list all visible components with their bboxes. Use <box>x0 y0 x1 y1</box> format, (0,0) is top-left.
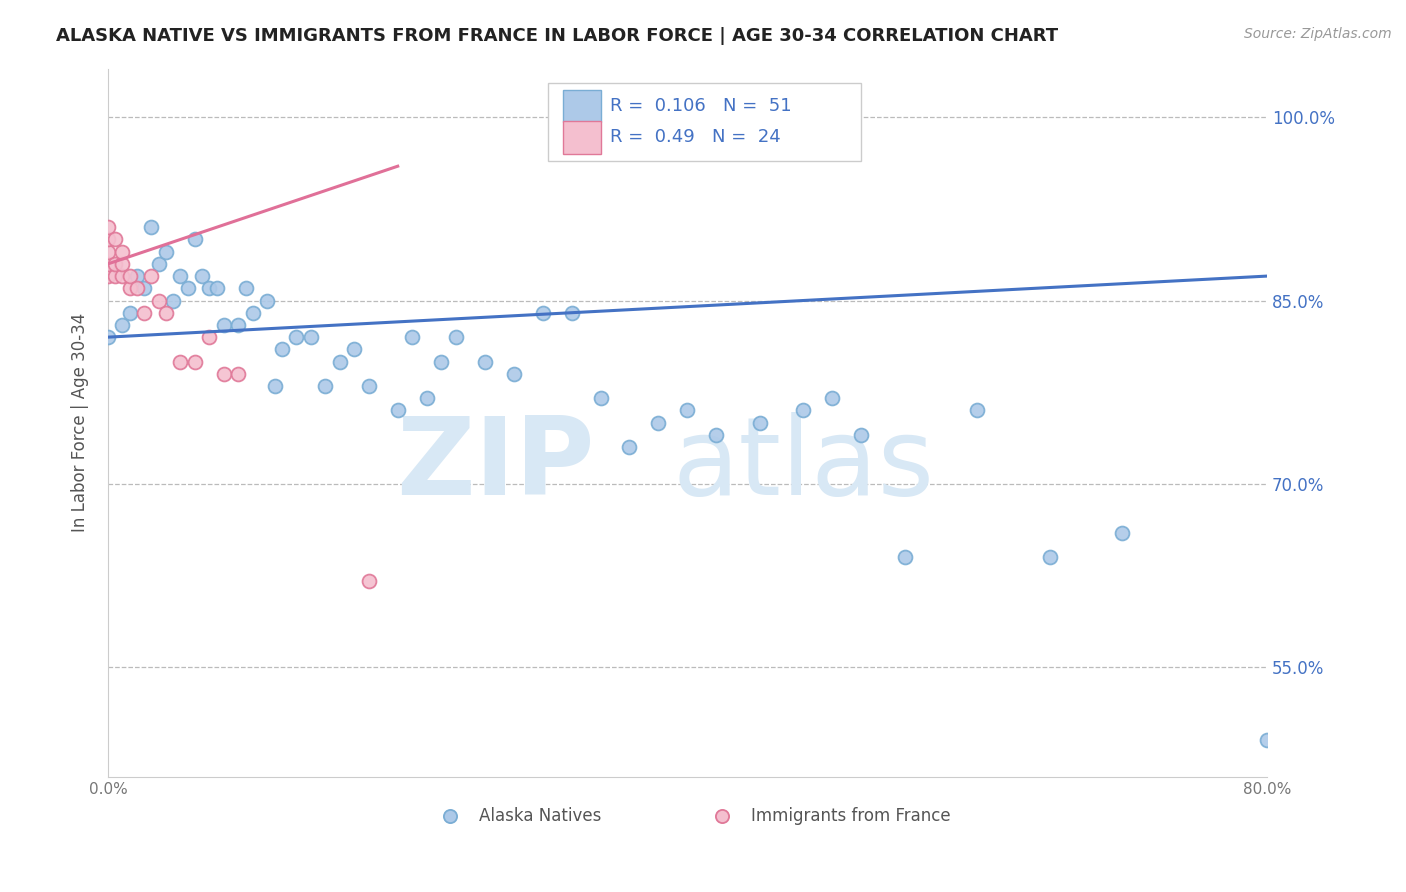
Point <box>155 244 177 259</box>
Point <box>104 269 127 284</box>
Point <box>263 379 285 393</box>
Point <box>401 330 423 344</box>
Point <box>191 269 214 284</box>
Point <box>1039 549 1062 564</box>
Point <box>97 257 120 271</box>
Point <box>706 427 728 442</box>
Point <box>205 281 228 295</box>
Text: atlas: atlas <box>672 412 935 518</box>
Point <box>444 330 467 344</box>
Point <box>235 281 257 295</box>
Point <box>619 440 641 454</box>
Point <box>118 306 141 320</box>
Point <box>1111 525 1133 540</box>
Point <box>169 269 191 284</box>
Text: R =  0.106   N =  51: R = 0.106 N = 51 <box>610 97 792 115</box>
Point <box>97 244 120 259</box>
Point <box>676 403 699 417</box>
Point <box>118 269 141 284</box>
Point <box>561 306 583 320</box>
Point <box>176 281 198 295</box>
Point <box>299 330 322 344</box>
Point <box>198 330 221 344</box>
Point <box>228 367 250 381</box>
Point <box>893 549 915 564</box>
FancyBboxPatch shape <box>548 83 862 161</box>
Point <box>97 232 120 246</box>
Point <box>474 354 496 368</box>
Point <box>314 379 336 393</box>
Point <box>155 306 177 320</box>
Text: R =  0.49   N =  24: R = 0.49 N = 24 <box>610 128 780 146</box>
Text: ZIP: ZIP <box>396 412 595 518</box>
Text: Alaska Natives: Alaska Natives <box>479 806 602 824</box>
Point <box>256 293 278 308</box>
Point <box>357 574 380 589</box>
Point <box>97 269 120 284</box>
Point <box>966 403 988 417</box>
Point <box>212 367 235 381</box>
FancyBboxPatch shape <box>564 90 600 122</box>
Point <box>141 220 163 235</box>
Point <box>134 306 156 320</box>
Point <box>184 232 207 246</box>
Text: Source: ZipAtlas.com: Source: ZipAtlas.com <box>1244 27 1392 41</box>
Point <box>104 232 127 246</box>
Point <box>125 269 148 284</box>
Point <box>169 354 191 368</box>
Text: ALASKA NATIVE VS IMMIGRANTS FROM FRANCE IN LABOR FORCE | AGE 30-34 CORRELATION C: ALASKA NATIVE VS IMMIGRANTS FROM FRANCE … <box>56 27 1059 45</box>
Point <box>531 306 554 320</box>
Point <box>1256 733 1278 747</box>
Point <box>198 281 221 295</box>
Point <box>125 281 148 295</box>
Point <box>589 391 612 405</box>
Point <box>111 244 134 259</box>
Point <box>141 269 163 284</box>
Point <box>97 220 120 235</box>
Point <box>647 416 669 430</box>
Point <box>212 318 235 332</box>
Point <box>502 367 524 381</box>
Point <box>270 343 292 357</box>
Point <box>111 269 134 284</box>
Point <box>430 354 453 368</box>
Point <box>357 379 380 393</box>
Point <box>162 293 184 308</box>
Point <box>148 293 170 308</box>
Point <box>148 257 170 271</box>
Point <box>184 354 207 368</box>
Point <box>242 306 264 320</box>
Point <box>118 281 141 295</box>
Point <box>343 343 366 357</box>
Y-axis label: In Labor Force | Age 30-34: In Labor Force | Age 30-34 <box>72 313 89 533</box>
Point <box>228 318 250 332</box>
Point <box>387 403 409 417</box>
Text: Immigrants from France: Immigrants from France <box>751 806 950 824</box>
Point <box>851 427 873 442</box>
Point <box>792 403 814 417</box>
Point <box>97 330 120 344</box>
Point <box>104 257 127 271</box>
Point <box>329 354 352 368</box>
Point <box>111 318 134 332</box>
Point <box>821 391 844 405</box>
Point <box>415 391 437 405</box>
Point <box>134 281 156 295</box>
Point <box>748 416 770 430</box>
Point <box>285 330 308 344</box>
FancyBboxPatch shape <box>564 121 600 153</box>
Point <box>111 257 134 271</box>
